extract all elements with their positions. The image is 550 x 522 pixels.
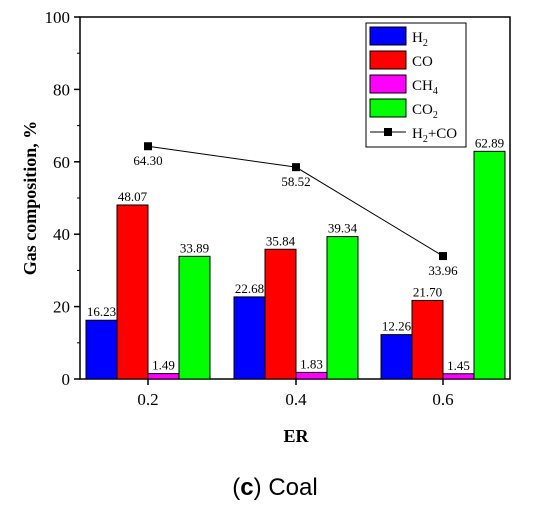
legend-label-h2-co: H2+CO (412, 126, 457, 145)
line-value-label: 58.52 (281, 174, 310, 189)
legend-label-co: CO (412, 54, 433, 70)
bar-h2 (233, 296, 266, 380)
bar-ch4 (147, 373, 180, 380)
legend-label-co2: CO2 (412, 102, 438, 121)
bar-co (411, 299, 444, 380)
bar-h2 (380, 334, 413, 380)
y-tick-label: 0 (62, 370, 71, 389)
legend-swatch-h2 (369, 26, 407, 46)
bar-value-label: 16.23 (87, 304, 116, 319)
line-value-label: 33.96 (428, 263, 458, 278)
x-tick-label: 0.2 (137, 390, 158, 409)
caption-letter: c (240, 474, 254, 501)
x-tick-label: 0.6 (432, 390, 453, 409)
bar-co2 (326, 236, 359, 380)
legend-marker-h2-co (384, 128, 392, 136)
line-point (439, 252, 447, 261)
bar-co (264, 248, 297, 380)
bar-ch4 (295, 371, 328, 380)
legend-swatch-co (369, 50, 407, 70)
x-axis-title: ER (283, 426, 309, 446)
bar-value-label: 12.26 (382, 319, 412, 334)
bar-h2 (85, 319, 118, 380)
bar-value-label: 22.68 (235, 281, 264, 296)
figure-caption: (c) Coal (232, 474, 318, 501)
legend-swatch-co2 (369, 98, 407, 118)
caption-text: Coal (268, 474, 318, 501)
y-tick-label: 20 (53, 298, 70, 317)
bar-ch4 (442, 373, 475, 380)
bar-value-label: 62.89 (475, 135, 504, 150)
legend-label-ch4: CH4 (412, 78, 438, 97)
y-tick-label: 80 (53, 80, 70, 99)
line-point (292, 163, 300, 172)
bar-co2 (473, 150, 506, 380)
y-tick-label: 100 (45, 8, 71, 27)
y-axis-title: Gas composition, % (20, 121, 40, 276)
legend-label-h2: H2 (412, 30, 428, 49)
bar-value-label: 33.89 (180, 240, 209, 255)
x-tick-label: 0.4 (285, 390, 307, 409)
y-tick-label: 60 (53, 153, 70, 172)
bar-value-label: 35.84 (266, 233, 296, 248)
bar-value-label: 1.49 (152, 358, 175, 373)
y-tick-label: 40 (53, 225, 70, 244)
bar-value-label: 1.45 (447, 358, 470, 373)
bar-value-label: 39.34 (328, 221, 358, 236)
bar-co2 (178, 255, 211, 380)
bar-value-label: 1.83 (300, 356, 323, 371)
line-point (144, 142, 152, 151)
bar-value-label: 21.70 (413, 284, 442, 299)
bar-co (116, 204, 149, 380)
bar-value-label: 48.07 (118, 189, 148, 204)
legend-swatch-ch4 (369, 74, 407, 94)
line-value-label: 64.30 (133, 153, 162, 168)
